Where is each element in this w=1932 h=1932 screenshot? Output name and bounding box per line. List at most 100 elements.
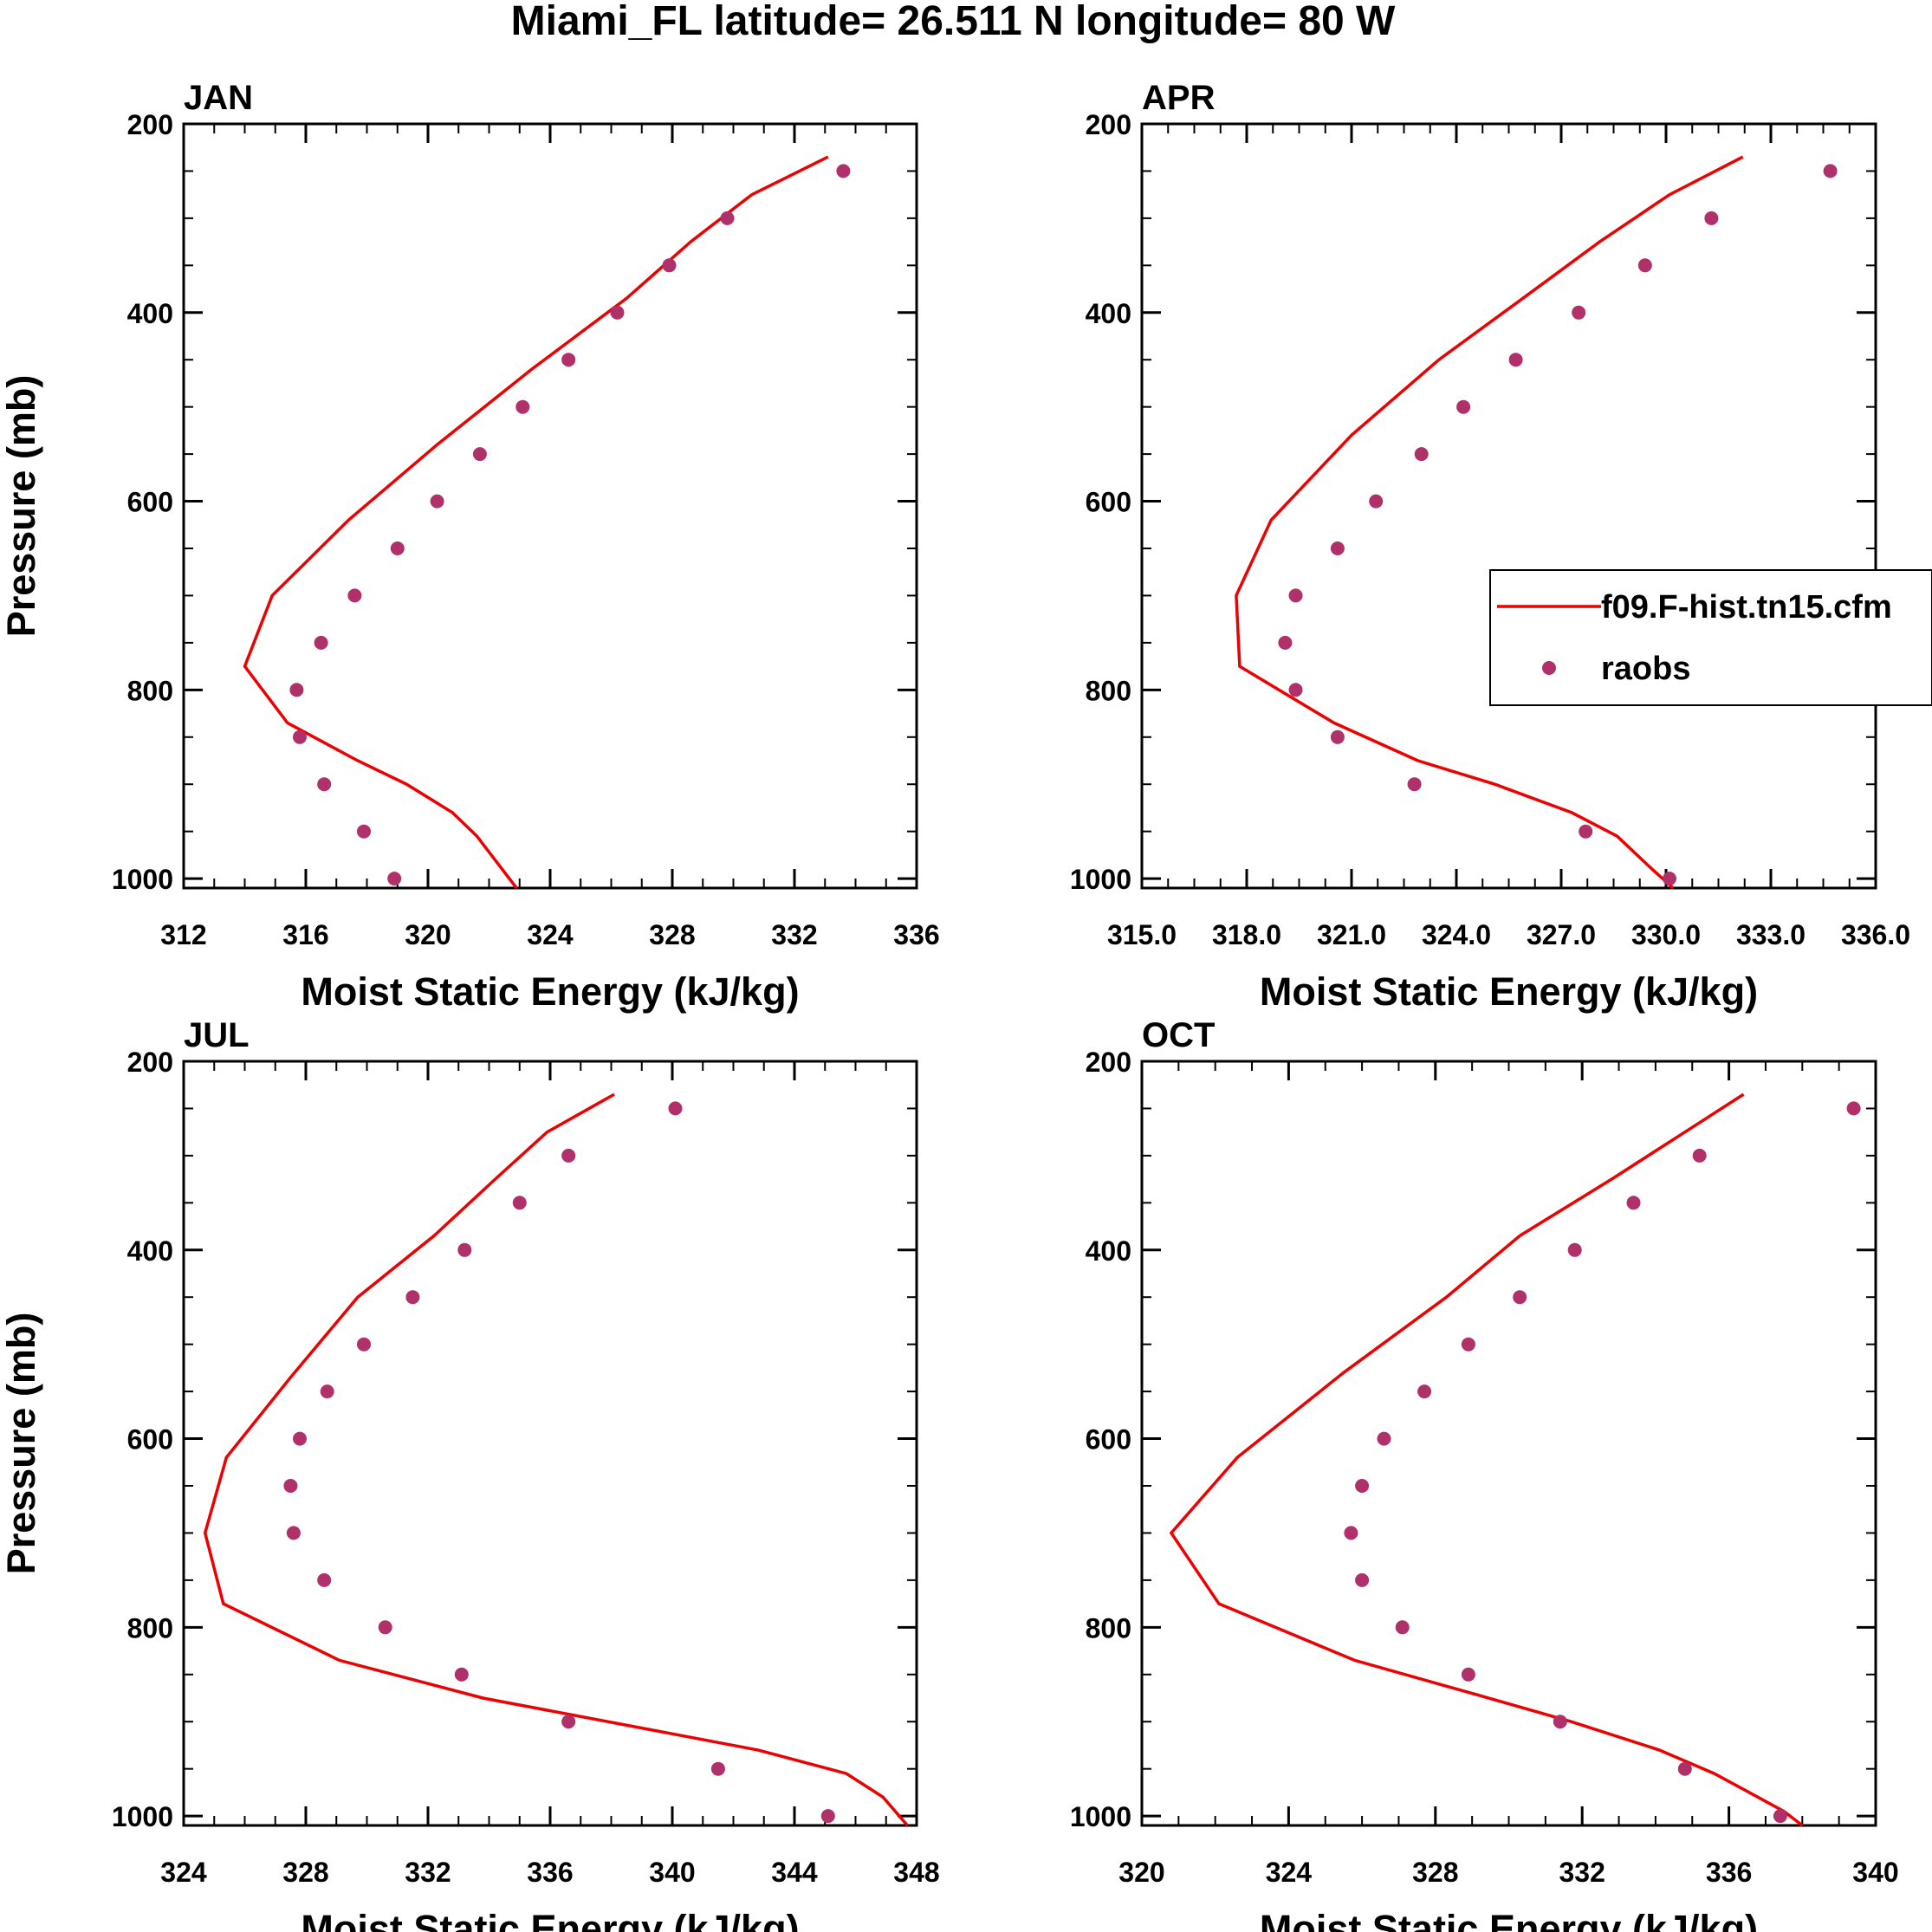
raobs-point [512,1196,527,1210]
x-tick-label: 344 [771,1857,818,1888]
raobs-point [1579,824,1593,839]
panel-jan: JAN 312 316 320 324 328 332 336 200 400 600 800 1000… [0,79,940,1014]
raobs-point [317,1572,332,1587]
raobs-point [293,729,307,744]
raobs-point [1663,872,1676,886]
raobs-point [1553,1715,1567,1729]
raobs-point [836,164,851,178]
raobs-point [662,258,677,273]
raobs-point [610,305,625,320]
raobs-point [293,1431,307,1446]
legend-obs-label: raobs [1601,651,1690,687]
x-axis-label: Moist Static Energy (kJ/kg) [301,1907,799,1932]
panel-label: APR [1142,79,1216,117]
x-tick-label: 328 [1412,1857,1458,1888]
x-tick-label: 328 [282,1857,328,1888]
legend-model-label: f09.F-hist.tn15.cfm [1601,589,1892,626]
raobs-point [1508,353,1523,367]
raobs-point [286,1526,301,1540]
raobs-point [1344,1526,1358,1540]
raobs-point [1417,1384,1432,1399]
raobs-point [1704,211,1719,225]
x-tick-label: 321.0 [1317,919,1386,950]
y-tick-label: 400 [127,1235,173,1267]
raobs-point [320,1384,334,1399]
raobs-point [1395,1620,1410,1635]
model-series-line [203,1092,909,1827]
figure-title: Miami_FL latitude= 26.511 N longitude= 8… [511,0,1396,44]
x-tick-label: 320 [1118,1857,1164,1888]
y-tick-label: 800 [127,1612,173,1643]
raobs-point [1692,1148,1707,1163]
raobs-point [1461,1337,1475,1352]
x-tick-label: 324 [1266,1857,1313,1888]
raobs-point [1355,1479,1370,1493]
x-axis-label: Moist Static Energy (kJ/kg) [1260,969,1758,1014]
y-tick-label: 600 [127,487,173,518]
raobs-point [1355,1572,1370,1587]
raobs-point [668,1101,683,1116]
raobs-point [1677,1761,1692,1776]
y-tick-label: 600 [1086,1424,1131,1455]
x-tick-label: 332 [1559,1857,1605,1888]
x-tick-label: 330.0 [1631,919,1701,950]
x-tick-label: 316 [282,919,328,950]
raobs-point [357,824,371,839]
legend: f09.F-hist.tn15.cfm raobs [1489,569,1932,706]
legend-obs-swatch [1542,661,1556,675]
panel-apr: APR 315.0 318.0 321.0 324.0 327.0 330.0 333.0 33… [1070,79,1910,1014]
x-axis-label: Moist Static Energy (kJ/kg) [301,969,799,1014]
raobs-point [405,1290,420,1305]
plot-frame [182,122,918,890]
y-tick-label: 400 [1086,298,1131,329]
raobs-point [457,1242,472,1257]
raobs-point [710,1761,725,1776]
y-tick-label: 200 [1086,109,1131,140]
raobs-point [1567,1242,1582,1257]
y-tick-label: 800 [1086,675,1131,706]
panel-label: JUL [184,1016,250,1054]
raobs-point [561,353,576,367]
raobs-point [387,872,402,886]
y-tick-label: 200 [127,1047,173,1078]
raobs-point [289,683,304,697]
y-axis-label: Pressure (mb) [0,375,43,638]
x-tick-label: 333.0 [1736,919,1806,950]
y-tick-label: 400 [1086,1235,1131,1267]
y-tick-label: 400 [127,298,173,329]
y-tick-label: 1000 [112,1801,173,1832]
model-series-line [243,155,829,890]
raobs-point [283,1479,298,1493]
x-tick-label: 320 [405,919,451,950]
x-tick-label: 312 [160,919,206,950]
y-tick-label: 600 [1086,487,1131,518]
x-tick-label: 332 [771,919,817,950]
raobs-point [1823,164,1838,178]
raobs-point [561,1148,576,1163]
x-tick-label: 324 [527,919,574,950]
x-axis-label: Moist Static Energy (kJ/kg) [1260,1907,1758,1932]
legend-box [1489,569,1932,706]
panels: JAN 312 316 320 324 328 332 336 200 400 600 800 1000… [0,79,1932,1932]
raobs-point [357,1337,371,1352]
raobs-point [314,635,328,650]
raobs-point [720,211,735,225]
raobs-point [390,541,405,555]
raobs-point [1288,588,1303,603]
x-tick-label: 332 [405,1857,451,1888]
x-tick-label: 336 [893,919,939,950]
raobs-point [1513,1290,1527,1305]
raobs-point [317,777,332,792]
x-tick-label: 318.0 [1212,919,1281,950]
raobs-point [454,1667,469,1682]
raobs-point [1456,399,1471,414]
raobs-point [1414,447,1429,462]
x-tick-label: 340 [1852,1857,1898,1888]
raobs-point [1288,683,1303,697]
x-tick-label: 328 [649,919,695,950]
raobs-point [1461,1667,1475,1682]
raobs-point [515,399,530,414]
x-tick-label: 336 [527,1857,573,1888]
raobs-point [820,1809,835,1824]
